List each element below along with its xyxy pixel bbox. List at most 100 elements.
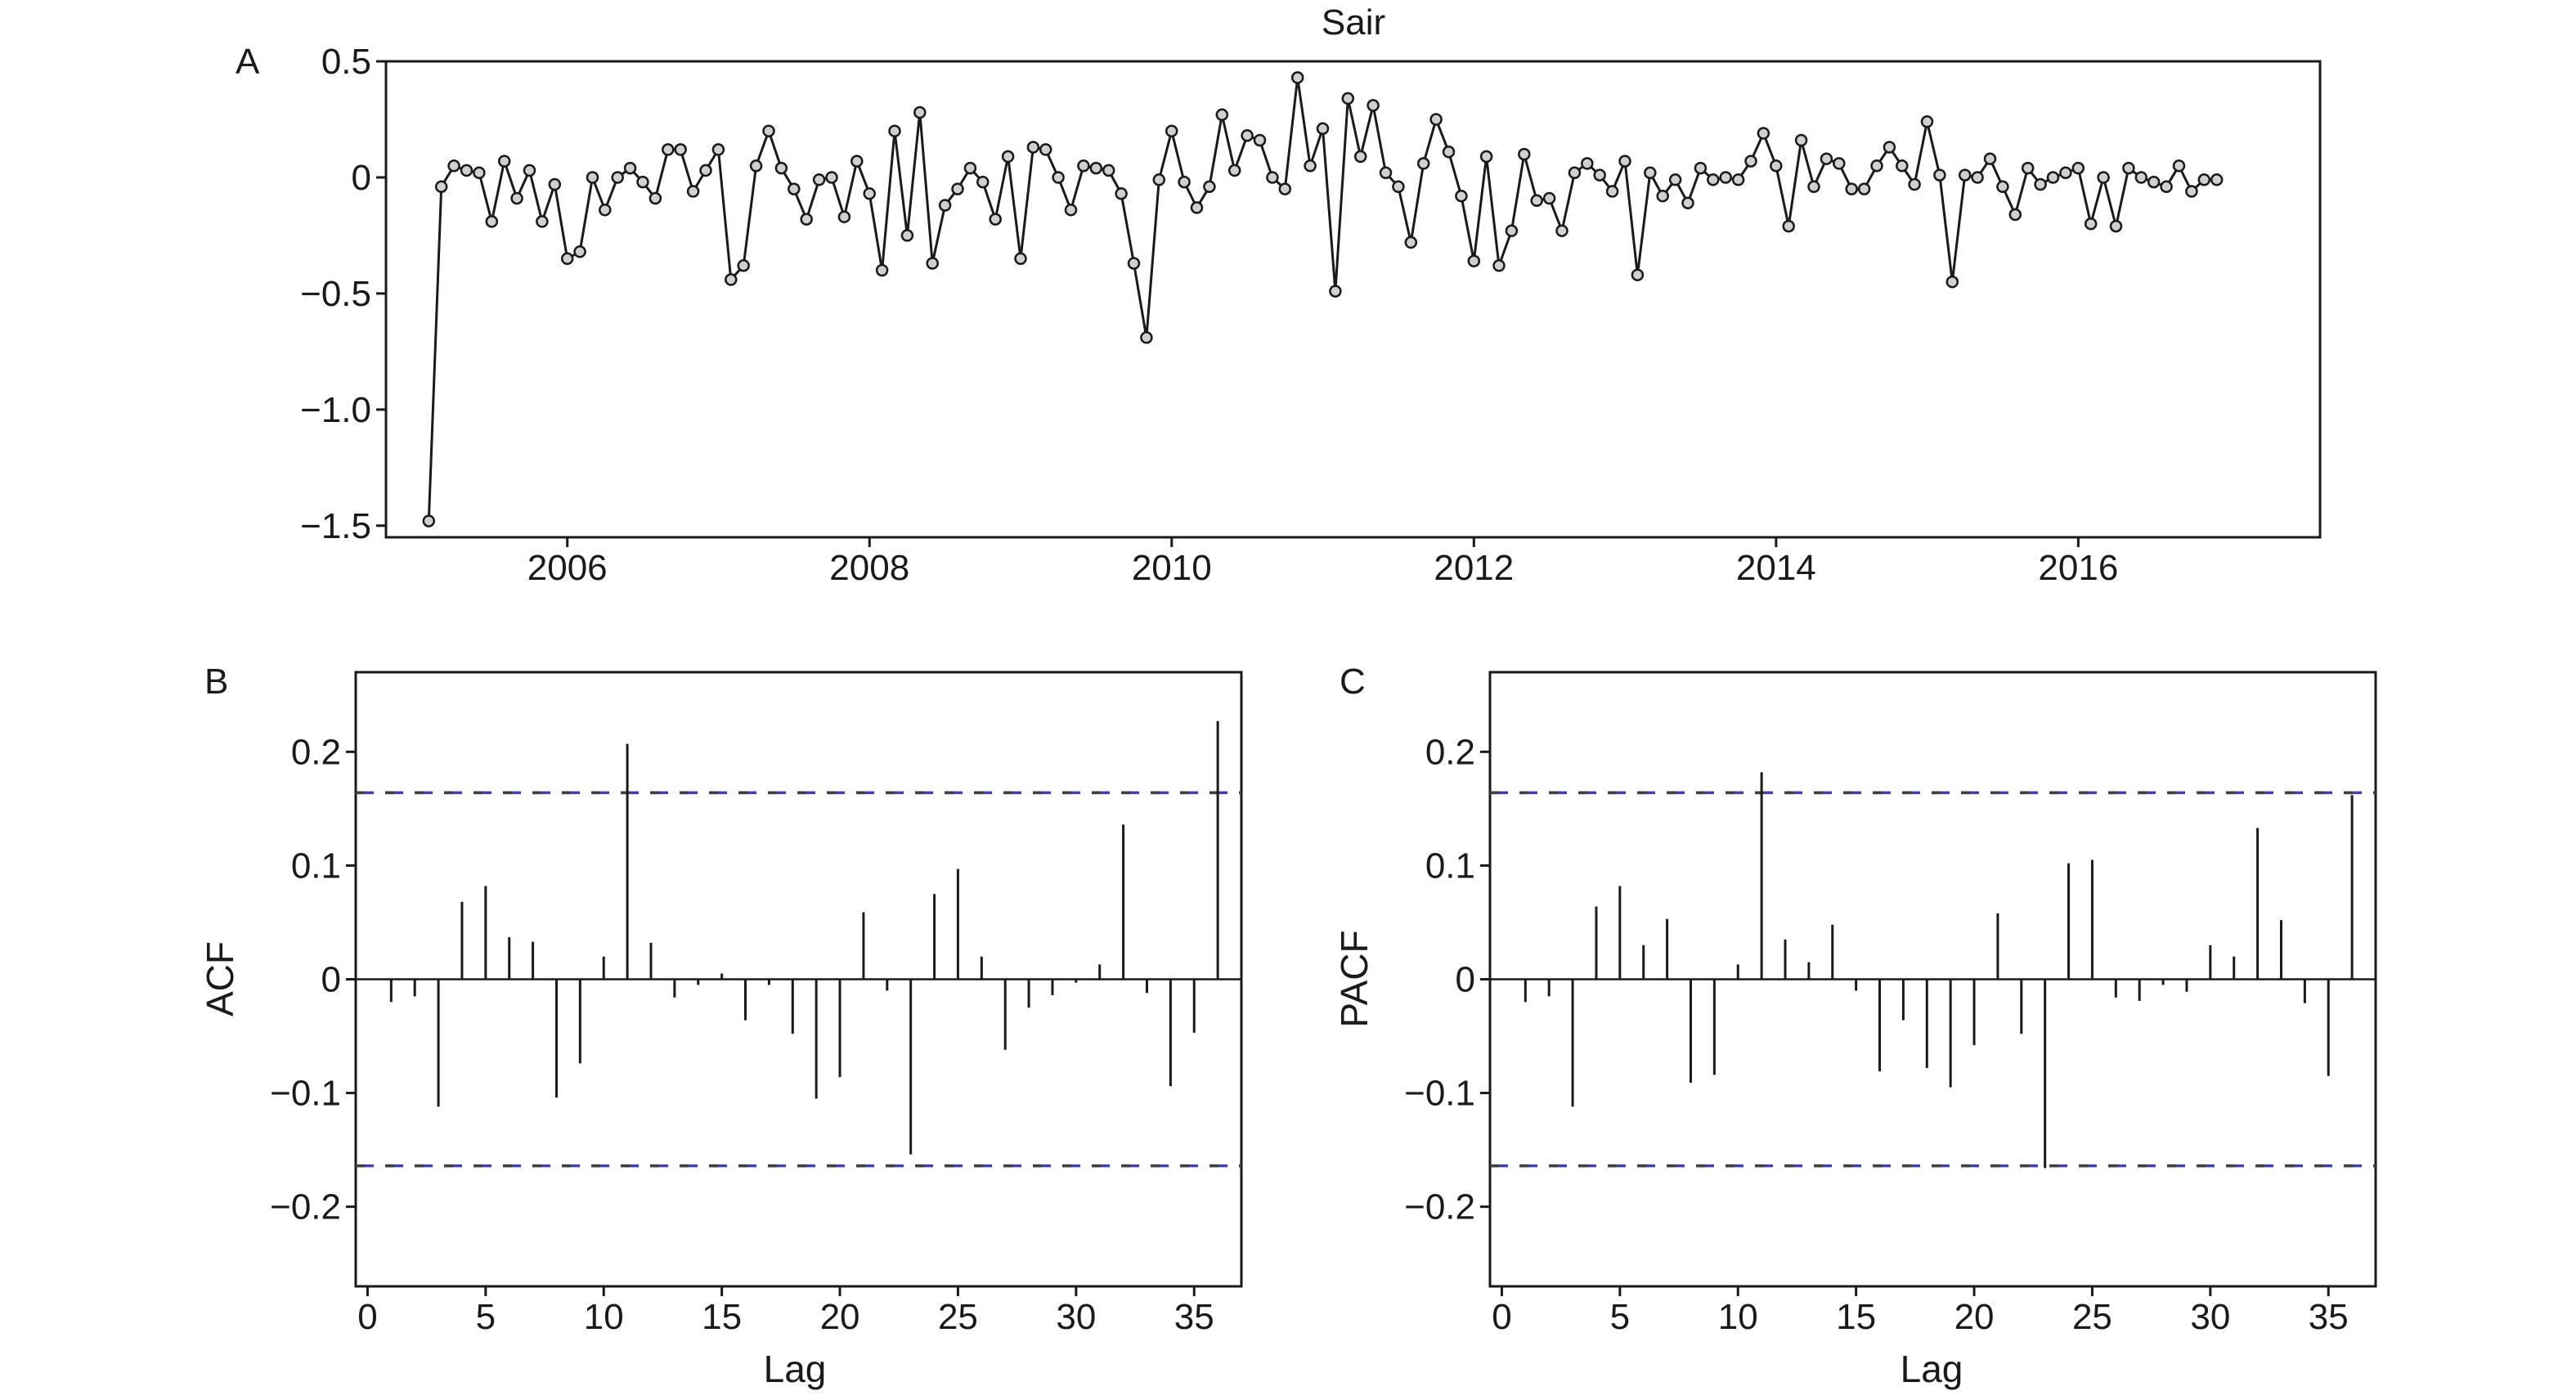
panel-c-y-axis-label: PACF (1333, 930, 1376, 1027)
panel-b-x-axis-label: Lag (764, 1348, 827, 1390)
panel-a-data-point (938, 199, 952, 212)
panel-a-data-point (1089, 161, 1103, 175)
panel-a-data-point (863, 187, 876, 200)
panel-a-data-point (1581, 157, 1594, 170)
panel-a-data-point (737, 259, 750, 272)
panel-a-data-point (1140, 331, 1153, 344)
panel-a-data-point (989, 213, 1002, 226)
panel-a-data-point (2034, 177, 2047, 191)
panel-b-x-ticks: 0 5 10 15 20 25 30 35 (357, 1286, 1214, 1337)
panel-a-data-point (850, 155, 864, 168)
panel-a-data-point (2084, 217, 2098, 231)
panel-a-data-point (1253, 133, 1267, 147)
panel-a-data-point (1467, 254, 1481, 267)
panel-a-data-point (2197, 173, 2211, 186)
panel-a-data-point (1958, 168, 1972, 182)
panel-a-data-point (447, 159, 460, 173)
panel-a-data-point (1341, 92, 1355, 105)
panel-c-y-tick-label: 0.1 (1425, 846, 1475, 886)
panel-a-data-point (485, 215, 499, 228)
panel-a-x-tick-label: 2014 (1736, 548, 1816, 588)
panel-a-x-tick-label: 2010 (1132, 548, 1212, 588)
panel-a-data-point (1945, 275, 1959, 289)
panel-b-y-tick-label: −0.2 (270, 1187, 341, 1227)
panel-a-data-point (1757, 127, 1770, 140)
panel-a-data-point (749, 159, 763, 173)
panel-a-data-point (1770, 159, 1783, 173)
panel-a-data-point (1329, 285, 1342, 298)
panel-a-data-point (686, 185, 700, 198)
panel-a-data-point (1404, 236, 1418, 249)
panel-a-x-ticks: 2006 2008 2010 2012 2014 2016 (527, 537, 2118, 588)
panel-a-data-point (1127, 257, 1141, 270)
panel-a-data-point (1644, 166, 1657, 180)
panel-a-data-point (825, 171, 838, 184)
panel-a-data-point (1455, 189, 1468, 203)
panel-a-data-point (1857, 182, 1871, 195)
panel-a-data-point (1631, 268, 1645, 281)
panel-a-data-point (1367, 99, 1380, 112)
panel-a-data-point (1304, 159, 1317, 173)
panel-b-acf: B Lag ACF 0 5 10 15 20 25 30 35 0.2 0.1 0 −0.1 −0.2 (199, 662, 1243, 1390)
panel-a-data-point (560, 252, 574, 266)
panel-a-data-point (2185, 185, 2198, 198)
panel-c-x-tick-label: 35 (2309, 1297, 2349, 1337)
panel-a-data-point (1820, 152, 1833, 165)
panel-a-data-point (2021, 161, 2035, 175)
panel-a-data-point (1178, 175, 1191, 189)
panel-a-data-point (2046, 171, 2060, 184)
panel-a-data-point (1568, 166, 1582, 180)
panel-b-letter: B (204, 662, 228, 702)
panel-a-data-point (523, 164, 536, 177)
panel-a-data-point (875, 263, 889, 277)
panel-a-data-point (2134, 171, 2148, 184)
panel-a-data-point (963, 161, 977, 175)
panel-a-data-point (1392, 180, 1405, 194)
panel-a-y-tick-label: 0.5 (321, 42, 371, 82)
panel-a-data-point (1227, 164, 1241, 177)
panel-a-data-point (1870, 159, 1883, 173)
panel-a-data-point (1052, 171, 1065, 184)
panel-a-data-point (2210, 173, 2224, 186)
panel-a-y-tick-label: −1.0 (300, 390, 371, 430)
panel-a-data-point (1971, 171, 1984, 184)
panel-a-y-ticks: 0.5 0 −0.5 −1.0 −1.5 (300, 42, 386, 546)
panel-a-data-point (762, 124, 775, 137)
panel-a-data-point (434, 180, 448, 194)
panel-c-y-tick-label: 0.2 (1425, 732, 1475, 772)
panel-a-data-point (711, 143, 725, 156)
panel-a-data-point (1794, 133, 1808, 147)
panel-a-data-point (1605, 185, 1619, 198)
panel-a-data-point (1505, 224, 1519, 237)
panel-a-series-line (427, 77, 2217, 522)
panel-a-data-point (1165, 124, 1178, 137)
panel-a-data-point (1215, 108, 1229, 122)
panel-a-data-point (662, 143, 675, 156)
panel-a-data-point (1379, 166, 1393, 180)
panel-b-y-axis-label: ACF (199, 941, 241, 1016)
panel-b-y-tick-label: 0.2 (291, 732, 341, 772)
panel-c-x-ticks: 0 5 10 15 20 25 30 35 (1492, 1286, 2349, 1337)
panel-a-data-point (1707, 173, 1720, 186)
panel-a-data-point (2097, 171, 2110, 184)
panel-a-data-point (1416, 157, 1430, 170)
panel-a-y-tick-label: −0.5 (300, 274, 371, 314)
panel-a-data-point (2059, 166, 2072, 180)
panel-b-sticks (356, 720, 1241, 1155)
panel-a-data-point (1542, 191, 1556, 205)
panel-a-data-point (1555, 224, 1568, 237)
panel-a-data-point (497, 155, 511, 168)
panel-a-title: Sair (1322, 2, 1385, 43)
panel-a-data-point (1668, 173, 1682, 186)
panel-c-sticks (1490, 772, 2376, 1169)
panel-a-data-point (1290, 71, 1304, 84)
panel-a-data-point (548, 177, 562, 191)
panel-a-data-point (837, 210, 851, 223)
panel-a-data-point (900, 229, 914, 242)
panel-a-data-point (2160, 180, 2173, 194)
panel-a-data-point (623, 161, 637, 175)
panel-a-data-point (1266, 171, 1279, 184)
panel-a-data-point (1996, 180, 2009, 194)
panel-a-x-tick-label: 2012 (1434, 548, 1514, 588)
panel-a-data-point (2122, 161, 2135, 175)
